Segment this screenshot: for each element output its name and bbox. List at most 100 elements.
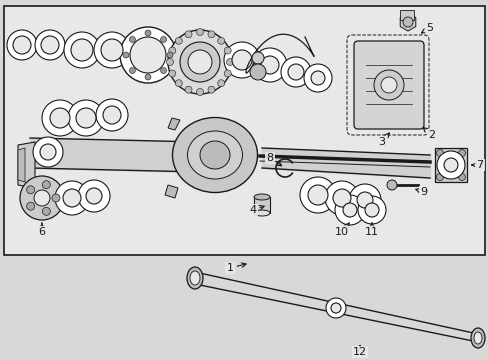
Circle shape bbox=[160, 68, 166, 73]
Ellipse shape bbox=[473, 332, 481, 344]
Circle shape bbox=[123, 52, 129, 58]
Text: 8: 8 bbox=[266, 153, 281, 166]
Circle shape bbox=[224, 47, 231, 54]
Polygon shape bbox=[18, 142, 35, 188]
Circle shape bbox=[357, 196, 385, 224]
Circle shape bbox=[196, 89, 203, 95]
Ellipse shape bbox=[172, 117, 257, 193]
Circle shape bbox=[180, 42, 220, 82]
Circle shape bbox=[33, 137, 63, 167]
Ellipse shape bbox=[470, 328, 484, 348]
Polygon shape bbox=[399, 13, 415, 31]
Bar bbox=[4, 6, 484, 255]
Circle shape bbox=[129, 36, 135, 42]
Circle shape bbox=[76, 108, 96, 128]
Circle shape bbox=[226, 58, 233, 66]
Circle shape bbox=[96, 99, 128, 131]
Circle shape bbox=[207, 31, 215, 38]
Circle shape bbox=[252, 48, 286, 82]
Circle shape bbox=[364, 203, 378, 217]
Text: 2: 2 bbox=[422, 127, 435, 140]
Circle shape bbox=[330, 303, 340, 313]
Circle shape bbox=[168, 70, 175, 77]
Text: 5: 5 bbox=[421, 23, 433, 33]
Circle shape bbox=[27, 202, 35, 210]
Text: 3: 3 bbox=[378, 133, 388, 147]
Polygon shape bbox=[18, 148, 25, 182]
Circle shape bbox=[334, 195, 364, 225]
Circle shape bbox=[101, 39, 123, 61]
Circle shape bbox=[167, 52, 173, 58]
Text: 12: 12 bbox=[352, 346, 366, 357]
Circle shape bbox=[184, 31, 192, 38]
Circle shape bbox=[175, 37, 182, 44]
Ellipse shape bbox=[186, 267, 203, 289]
Circle shape bbox=[436, 151, 464, 179]
Ellipse shape bbox=[190, 271, 200, 285]
Circle shape bbox=[166, 58, 173, 66]
Ellipse shape bbox=[253, 194, 269, 200]
Circle shape bbox=[196, 28, 203, 36]
Circle shape bbox=[307, 185, 327, 205]
Circle shape bbox=[120, 27, 176, 83]
Circle shape bbox=[231, 50, 251, 70]
Ellipse shape bbox=[187, 131, 242, 179]
Circle shape bbox=[443, 158, 457, 172]
Polygon shape bbox=[164, 185, 178, 198]
Circle shape bbox=[436, 149, 443, 157]
Circle shape bbox=[41, 36, 59, 54]
Circle shape bbox=[386, 180, 396, 190]
Circle shape bbox=[55, 181, 89, 215]
Bar bbox=[399, 10, 413, 20]
Circle shape bbox=[281, 57, 310, 87]
Circle shape bbox=[310, 71, 325, 85]
Circle shape bbox=[145, 30, 151, 36]
Circle shape bbox=[261, 56, 279, 74]
Text: 10: 10 bbox=[334, 223, 348, 237]
Circle shape bbox=[217, 37, 224, 44]
Circle shape bbox=[64, 32, 100, 68]
Text: 1: 1 bbox=[226, 263, 245, 273]
Circle shape bbox=[94, 32, 130, 68]
Circle shape bbox=[217, 80, 224, 87]
Circle shape bbox=[86, 188, 102, 204]
Circle shape bbox=[52, 194, 60, 202]
Ellipse shape bbox=[200, 141, 229, 169]
Circle shape bbox=[224, 70, 231, 77]
Circle shape bbox=[42, 207, 50, 215]
Circle shape bbox=[27, 186, 35, 194]
Circle shape bbox=[13, 36, 31, 54]
Text: 11: 11 bbox=[364, 223, 378, 237]
Circle shape bbox=[348, 184, 380, 216]
Circle shape bbox=[20, 176, 64, 220]
Circle shape bbox=[68, 100, 104, 136]
Circle shape bbox=[458, 174, 465, 180]
Circle shape bbox=[187, 50, 212, 74]
Circle shape bbox=[402, 17, 412, 27]
Circle shape bbox=[342, 203, 356, 217]
Circle shape bbox=[325, 298, 346, 318]
Circle shape bbox=[160, 36, 166, 42]
Circle shape bbox=[40, 144, 56, 160]
Circle shape bbox=[78, 180, 110, 212]
Circle shape bbox=[34, 190, 50, 206]
Circle shape bbox=[287, 64, 304, 80]
Circle shape bbox=[332, 189, 350, 207]
Bar bbox=[434, 148, 466, 182]
Circle shape bbox=[356, 192, 372, 208]
Circle shape bbox=[299, 177, 335, 213]
Bar bbox=[253, 197, 269, 213]
Circle shape bbox=[249, 64, 265, 80]
Circle shape bbox=[207, 86, 215, 93]
Circle shape bbox=[325, 181, 358, 215]
Text: 6: 6 bbox=[39, 223, 45, 237]
Circle shape bbox=[7, 30, 37, 60]
Circle shape bbox=[380, 77, 396, 93]
Circle shape bbox=[129, 68, 135, 73]
Circle shape bbox=[168, 30, 231, 94]
Circle shape bbox=[35, 30, 65, 60]
Ellipse shape bbox=[253, 210, 269, 216]
Circle shape bbox=[304, 64, 331, 92]
Circle shape bbox=[224, 42, 260, 78]
Circle shape bbox=[103, 106, 121, 124]
